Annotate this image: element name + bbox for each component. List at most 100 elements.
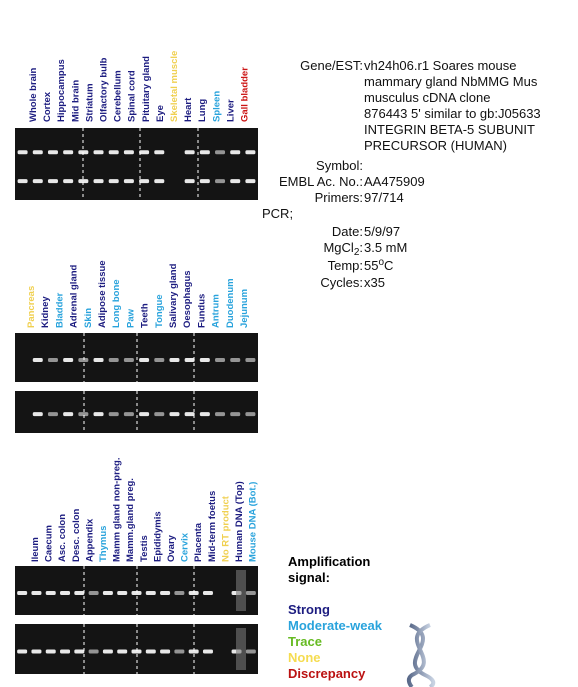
mg-sub: 2 — [354, 247, 360, 258]
band — [78, 179, 89, 184]
band — [31, 649, 42, 654]
dna-smear — [236, 570, 246, 611]
date-label: Date: — [332, 224, 363, 239]
lane-label: Mid brain — [70, 80, 81, 122]
lane-label: Gall bladder — [240, 67, 251, 122]
pcr-label: PCR; — [262, 206, 293, 221]
lane-label: Ovary — [166, 534, 177, 562]
primers-label: Primers: — [315, 190, 363, 205]
legend-item: Discrepancy — [288, 666, 366, 681]
band — [108, 412, 119, 417]
panel: Whole brain Cortex Hippocampus Mid brain Str… — [15, 51, 258, 200]
band — [139, 150, 150, 155]
dna-smear — [236, 628, 246, 670]
band — [93, 357, 104, 362]
band — [245, 357, 256, 362]
lane-label: No RT product — [220, 495, 231, 562]
band — [123, 412, 134, 417]
band — [108, 357, 119, 362]
gene-line: musculus cDNA clone — [364, 90, 490, 105]
band — [63, 412, 74, 417]
lane-label: Appendix — [84, 518, 95, 562]
band — [93, 150, 104, 155]
band — [60, 590, 71, 595]
lane-label: Striatum — [84, 83, 95, 122]
band — [88, 649, 99, 654]
band — [139, 412, 150, 417]
band — [74, 649, 85, 654]
lane-label: Oesophagus — [182, 270, 193, 328]
band — [123, 150, 134, 155]
lane-label: Ileum — [30, 537, 41, 562]
lane-label: Mamm gland non-preg. — [112, 458, 123, 563]
lane-label: Pituitary gland — [141, 56, 152, 122]
band — [17, 649, 28, 654]
band — [139, 179, 150, 184]
band — [32, 150, 43, 155]
legend-item: Strong — [288, 602, 330, 617]
band — [63, 357, 74, 362]
band — [17, 590, 28, 595]
lane-label: Salivary gland — [168, 263, 179, 328]
cycles-label: Cycles: — [320, 275, 363, 290]
band — [230, 412, 241, 417]
lane-label: Epididymis — [152, 511, 163, 562]
primers: 97/714 — [364, 190, 404, 205]
lane-label: Bladder — [54, 292, 65, 328]
temp-label: Temp: — [328, 258, 363, 273]
band — [245, 412, 256, 417]
lane-label: Pancreas — [26, 286, 37, 328]
legend-item: None — [288, 650, 321, 665]
band — [45, 590, 56, 595]
band — [117, 590, 128, 595]
band — [199, 150, 210, 155]
band — [230, 357, 241, 362]
lane-label: Cortex — [42, 91, 53, 122]
band — [188, 649, 199, 654]
band — [245, 150, 256, 155]
lane-label: Spinal cord — [127, 70, 138, 122]
legend-title: Amplification — [288, 554, 370, 569]
band — [47, 179, 58, 184]
band — [93, 412, 104, 417]
band — [78, 357, 89, 362]
band — [184, 150, 195, 155]
lane-label: Spleen — [211, 91, 222, 122]
legend-item: Moderate-weak — [288, 618, 383, 633]
panel: Pancreas Kidney Bladder Adrenal gland Skin Ad… — [15, 260, 258, 433]
band — [174, 649, 185, 654]
band — [17, 150, 28, 155]
lane-label: Tongue — [154, 294, 165, 328]
panel: Ileum Caecum Asc. colon Desc. colon Appendix… — [15, 458, 259, 674]
band — [202, 590, 213, 595]
band — [117, 649, 128, 654]
gene-line: 876443 5' similar to gb:J05633 — [364, 106, 541, 121]
band — [199, 357, 210, 362]
lane-label: Adrenal gland — [69, 264, 80, 328]
lane-label: Antrum — [211, 294, 222, 328]
lane-label: Heart — [183, 97, 194, 122]
gel — [15, 158, 258, 200]
embl: AA475909 — [364, 174, 425, 189]
lane-label: Skin — [83, 308, 94, 328]
mg-label: MgCl2: — [323, 240, 363, 258]
band — [215, 357, 226, 362]
band — [78, 412, 89, 417]
lane-label: Thymus — [98, 526, 109, 562]
band — [45, 649, 56, 654]
legend-title: signal: — [288, 570, 330, 585]
lane-label: Desc. colon — [71, 508, 82, 562]
gene-line: INTEGRIN BETA-5 SUBUNIT — [364, 122, 535, 137]
band — [184, 179, 195, 184]
band — [131, 649, 142, 654]
embl-label: EMBL Ac. No.: — [279, 174, 363, 189]
lane-label: Mouse DNA (Bot.) — [248, 482, 259, 562]
lane-label: Jejunum — [239, 289, 250, 328]
lane-label: Testis — [139, 535, 150, 562]
lane-label: Human DNA (Top) — [234, 481, 245, 562]
band — [215, 412, 226, 417]
mg-colon: : — [359, 240, 363, 255]
mg: 3.5 mM — [364, 240, 407, 255]
lane-label: Asc. colon — [57, 514, 68, 562]
band — [154, 150, 165, 155]
